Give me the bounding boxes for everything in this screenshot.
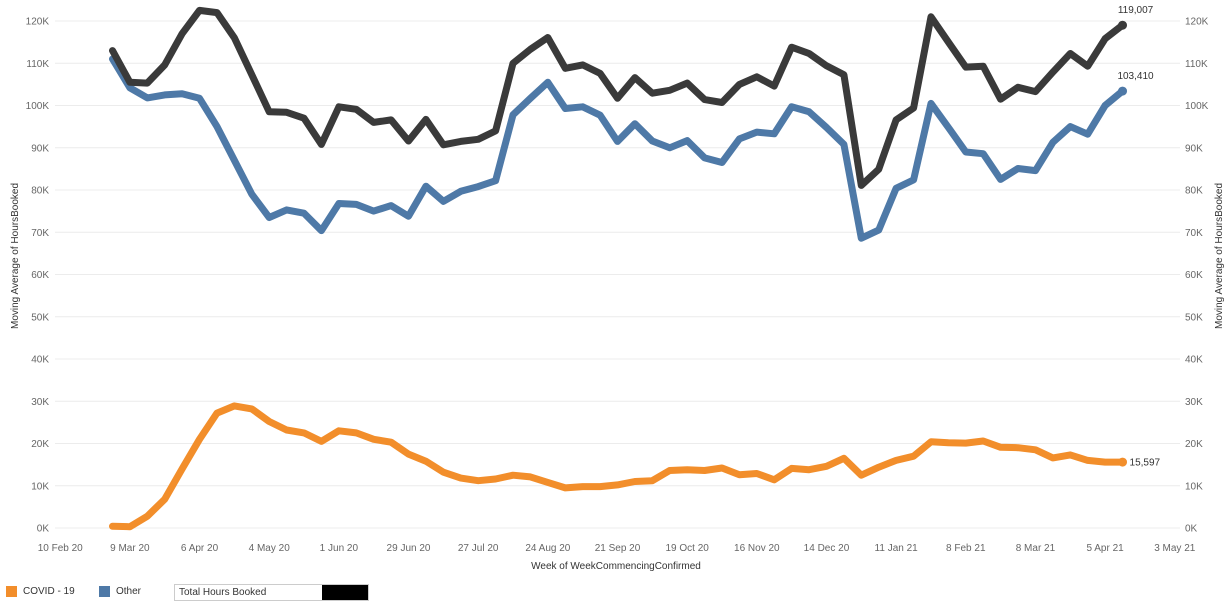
right-y-tick-label: 20K — [1185, 439, 1203, 450]
x-tick-label: 8 Mar 21 — [1016, 543, 1056, 554]
right-y-tick-label: 50K — [1185, 312, 1203, 323]
left-y-axis-title: Moving Average of HoursBooked — [10, 183, 21, 329]
left-y-tick-label: 60K — [31, 270, 49, 281]
legend-item-other[interactable]: Other — [99, 586, 141, 597]
legend-item-covid[interactable]: COVID - 19 — [6, 586, 75, 597]
left-y-tick-label: 50K — [31, 312, 49, 323]
series-end-labels: 15,597 103,410 119,007 — [1117, 5, 1160, 468]
right-y-tick-label: 70K — [1185, 228, 1203, 239]
right-y-tick-label: 80K — [1185, 186, 1203, 197]
right-y-axis-ticks: 0K 10K 20K 30K 40K 50K 60K 70K 80K 90K 100K 110K 120… — [1185, 17, 1209, 535]
line-chart: 0K 10K 20K 30K 40K 50K 60K 70K 80K 90K 100K 110K 120… — [10, 5, 1225, 572]
right-y-tick-label: 60K — [1185, 270, 1203, 281]
x-tick-label: 24 Aug 20 — [525, 543, 570, 554]
series-end-point-total-hours-booked — [1118, 20, 1128, 30]
left-y-axis-ticks: 0K 10K 20K 30K 40K 50K 60K 70K 80K 90K 100K 110K 120… — [26, 17, 50, 535]
x-tick-label: 3 May 21 — [1154, 543, 1196, 554]
left-y-tick-label: 110K — [26, 59, 49, 70]
right-y-tick-label: 30K — [1185, 397, 1203, 408]
right-y-axis-title: Moving Average of HoursBooked — [1214, 183, 1225, 329]
x-tick-label: 4 May 20 — [249, 543, 291, 554]
x-tick-label: 5 Apr 21 — [1086, 543, 1124, 554]
series-end-point-covid-19 — [1118, 457, 1128, 467]
x-tick-label: 29 Jun 20 — [387, 543, 431, 554]
series-line-other — [109, 55, 1126, 242]
series-line-covid-19 — [109, 402, 1126, 531]
right-y-tick-label: 110K — [1185, 59, 1208, 70]
right-y-tick-label: 40K — [1185, 355, 1203, 366]
legend-label-covid: COVID - 19 — [23, 586, 75, 597]
right-y-tick-label: 100K — [1185, 101, 1209, 112]
x-tick-label: 8 Feb 21 — [946, 543, 986, 554]
right-y-tick-label: 90K — [1185, 143, 1203, 154]
legend-swatch-covid — [6, 586, 17, 597]
series-line-total-hours-booked — [109, 6, 1126, 189]
legend-swatch-total — [322, 585, 368, 600]
x-axis-title: Week of WeekCommencingConfirmed — [531, 561, 701, 572]
x-axis-ticks: 10 Feb 20 9 Mar 20 6 Apr 20 4 May 20 1 Jun 2… — [38, 543, 1196, 554]
legend-label-other: Other — [116, 586, 142, 597]
left-y-tick-label: 10K — [31, 481, 49, 492]
left-y-tick-label: 20K — [31, 439, 49, 450]
series-end-label-total-hours-booked: 119,007 — [1118, 5, 1154, 16]
left-y-tick-label: 40K — [31, 355, 49, 366]
legend: COVID - 19 Other Total Hours Booked — [0, 582, 1231, 602]
series-lines — [109, 6, 1128, 531]
left-y-tick-label: 100K — [26, 101, 50, 112]
series-end-label-other: 103,410 — [1117, 71, 1154, 82]
legend-swatch-other — [99, 586, 110, 597]
x-tick-label: 16 Nov 20 — [734, 543, 780, 554]
series-end-point-other — [1118, 86, 1128, 96]
gridlines — [55, 20, 1180, 529]
legend-label-total: Total Hours Booked — [175, 585, 322, 600]
legend-item-total[interactable]: Total Hours Booked — [174, 584, 369, 601]
right-y-tick-label: 0K — [1185, 524, 1198, 535]
x-tick-label: 11 Jan 21 — [875, 543, 919, 554]
left-y-tick-label: 0K — [37, 524, 50, 535]
left-y-tick-label: 120K — [26, 17, 50, 28]
x-tick-label: 6 Apr 20 — [181, 543, 219, 554]
left-y-tick-label: 80K — [31, 186, 49, 197]
series-end-label-covid-19: 15,597 — [1130, 458, 1161, 469]
x-tick-label: 1 Jun 20 — [320, 543, 359, 554]
x-tick-label: 21 Sep 20 — [595, 543, 641, 554]
x-tick-label: 14 Dec 20 — [804, 543, 850, 554]
x-tick-label: 9 Mar 20 — [110, 543, 150, 554]
left-y-tick-label: 30K — [31, 397, 49, 408]
left-y-tick-label: 70K — [31, 228, 49, 239]
x-tick-label: 27 Jul 20 — [458, 543, 499, 554]
x-tick-label: 19 Oct 20 — [665, 543, 709, 554]
left-y-tick-label: 90K — [31, 143, 49, 154]
x-tick-label: 10 Feb 20 — [38, 543, 83, 554]
right-y-tick-label: 120K — [1185, 17, 1209, 28]
right-y-tick-label: 10K — [1185, 481, 1203, 492]
